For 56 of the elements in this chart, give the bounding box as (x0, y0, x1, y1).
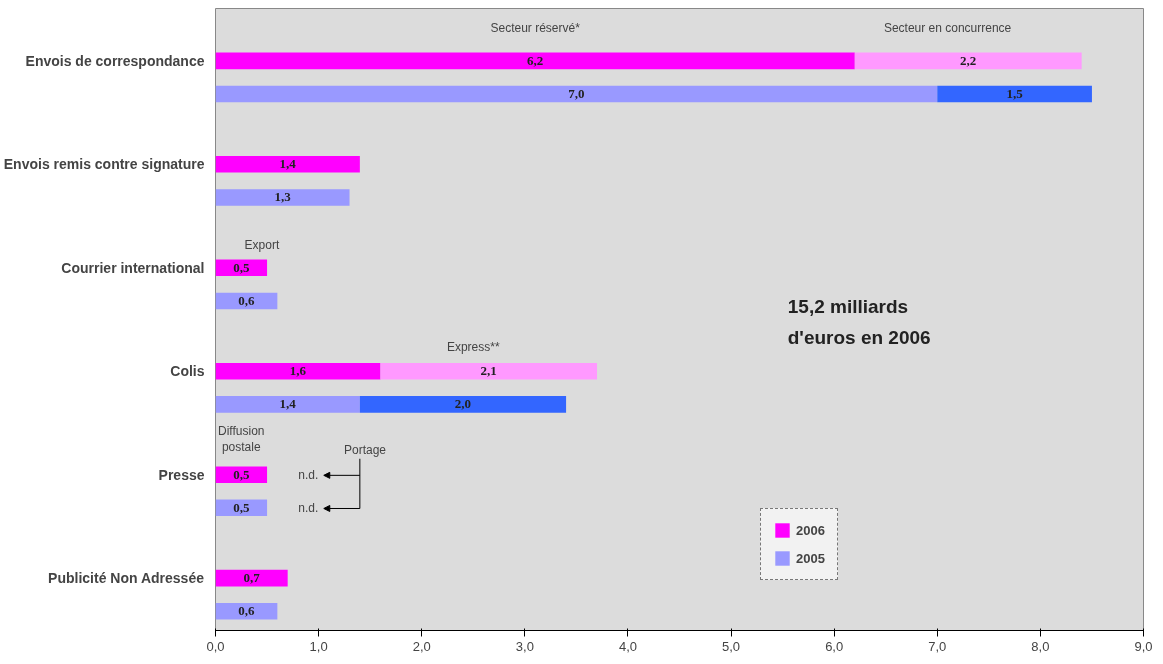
bar (359, 396, 567, 413)
x-tick-label: 5,0 (722, 638, 741, 654)
x-tick-label: 4,0 (618, 638, 637, 654)
data-label: 7,0 (568, 86, 585, 102)
y-tick-label: Envois de correspondance (25, 52, 205, 69)
data-label: 1,6 (289, 363, 307, 379)
y-tick-label: Courrier international (61, 259, 205, 276)
annotation: n.d. (298, 468, 319, 483)
bar (215, 52, 855, 70)
bar (215, 396, 360, 413)
data-label: 1,4 (279, 396, 297, 412)
legend-label: 2006 (796, 522, 825, 538)
x-tick-label: 8,0 (1031, 638, 1050, 654)
bar (380, 362, 598, 380)
data-label: 0,6 (238, 603, 256, 619)
annotation: Secteur en concurrence (883, 20, 1012, 35)
data-label: 2,1 (480, 363, 497, 379)
x-tick-label: 9,0 (1134, 638, 1153, 654)
bar (215, 602, 278, 620)
annotation: n.d. (298, 501, 319, 516)
data-label: 0,5 (233, 499, 250, 515)
x-tick-label: 7,0 (928, 638, 947, 654)
data-label: 2,0 (454, 396, 472, 412)
data-label: 0,6 (238, 292, 256, 308)
x-tick-label: 0,0 (206, 638, 225, 654)
bar (215, 189, 350, 206)
annotation: Secteur réservé* (490, 20, 581, 35)
y-tick-label: Publicité Non Adressée (48, 570, 205, 587)
data-label: 2,2 (960, 52, 977, 68)
annotation: Diffusion postale (218, 423, 265, 455)
x-tick-label: 6,0 (825, 638, 844, 654)
data-label: 1,3 (274, 189, 292, 205)
data-label: 1,5 (1006, 86, 1024, 102)
data-label: 0,7 (243, 570, 261, 586)
bar (215, 362, 381, 380)
y-tick-label: Presse (158, 466, 205, 483)
data-label: 6,2 (527, 52, 544, 68)
bar (854, 52, 1082, 70)
annotation: Portage (344, 443, 387, 458)
legend-label: 2005 (796, 550, 825, 566)
x-tick-label: 1,0 (309, 638, 328, 654)
annotation: Express** (446, 339, 500, 354)
y-tick-label: Colis (170, 363, 205, 380)
data-label: 0,5 (233, 259, 250, 275)
x-tick-label: 2,0 (412, 638, 431, 654)
bar (215, 466, 268, 483)
annotation: 15,2 milliards d'euros en 2006 (787, 295, 931, 349)
bar (215, 156, 360, 173)
bar (215, 85, 938, 103)
data-label: 0,5 (233, 466, 250, 482)
annotation: Export (244, 237, 280, 252)
y-tick-label: Envois remis contre signature (3, 156, 205, 173)
x-tick-label: 3,0 (515, 638, 534, 654)
bar (937, 85, 1092, 103)
data-label: 1,4 (279, 156, 297, 172)
bar (215, 259, 268, 277)
